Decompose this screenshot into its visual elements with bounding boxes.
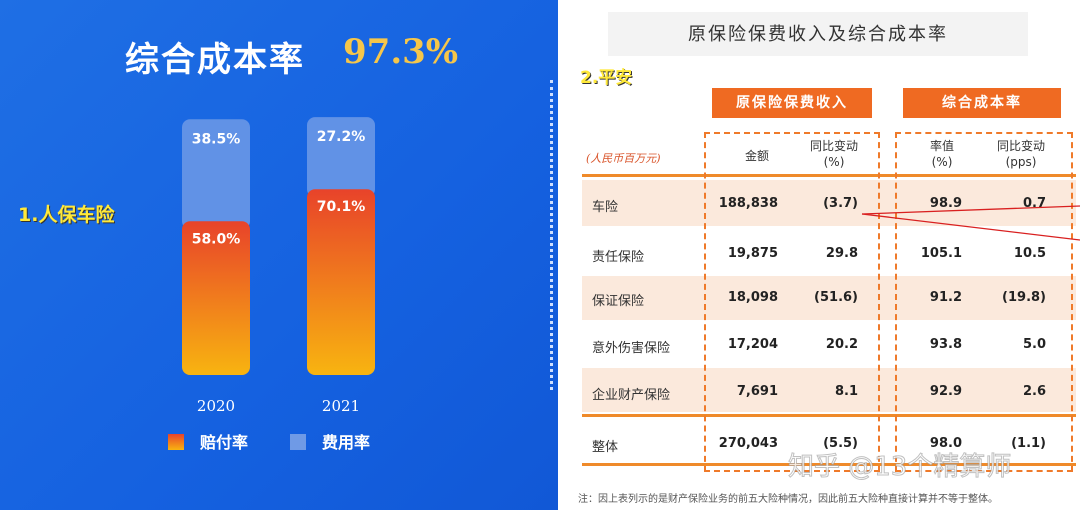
cell-amount: 270,043 (718, 436, 778, 451)
col-header-rate-line1: 率值 (929, 139, 954, 153)
bar-expense-2021 (307, 117, 375, 198)
cell-chg: 5.0 (1022, 337, 1046, 352)
cell-yoy: (3.7) (823, 196, 858, 211)
legend-claims-label: 赔付率 (199, 433, 248, 452)
col-header-yoy-line2: (%) (823, 155, 845, 169)
row-label-total: 整体 (592, 440, 619, 455)
left-title-value: 97.3% (343, 32, 459, 72)
left-title: 综合成本率 (125, 40, 305, 80)
row-label: 车险 (592, 200, 619, 215)
cell-rate: 93.8 (929, 337, 962, 352)
right-title: 原保险保费收入及综合成本率 (688, 24, 948, 45)
label-claims-2020: 58.0% (192, 231, 241, 247)
row-label: 保证保险 (592, 294, 645, 309)
watermark: 知乎 @13个精算师 (787, 452, 1012, 483)
cell-rate: 92.9 (929, 384, 962, 399)
row-label: 意外伤害保险 (592, 341, 671, 356)
cell-chg: 10.5 (1013, 246, 1046, 261)
left-panel: 综合成本率 97.3% 1.人保车险 38.5% 58.0% 2020 27.2% 70… (0, 0, 558, 510)
table-total-rule (582, 414, 1076, 417)
label-claims-2021: 70.1% (317, 199, 366, 215)
col-header-yoy-line1: 同比变动 (809, 139, 858, 153)
cell-yoy: (5.5) (823, 436, 858, 451)
x-tick-2021: 2021 (322, 397, 360, 415)
header-premium: 原保险保费收入 (712, 88, 872, 118)
header-combined-ratio: 综合成本率 (903, 88, 1061, 118)
cell-yoy: 20.2 (825, 337, 858, 352)
panel-divider (550, 80, 553, 390)
label-expense-2021: 27.2% (317, 129, 366, 145)
cell-chg: 2.6 (1022, 384, 1046, 399)
cell-amount: 18,098 (727, 290, 778, 305)
premium-dashed-frame (704, 132, 880, 472)
table-bottom-rule (582, 463, 1076, 466)
col-header-yoy: 同比变动 (%) (798, 138, 870, 170)
x-tick-2020: 2020 (197, 397, 235, 415)
cell-rate: 105.1 (920, 246, 962, 261)
cell-rate: 98.0 (929, 436, 962, 451)
label-expense-2020: 38.5% (192, 131, 241, 147)
cell-chg: (19.8) (1002, 290, 1046, 305)
col-header-amount: 金额 (744, 149, 769, 163)
cell-yoy: 8.1 (834, 384, 858, 399)
unit-label: (人民币百万元) (586, 152, 661, 165)
cell-yoy: (51.6) (814, 290, 858, 305)
cell-amount: 7,691 (736, 384, 778, 399)
section-label-pingan: 2.平安 (580, 68, 633, 88)
row-bg-3 (582, 276, 1076, 320)
col-header-rate: 率值 (%) (912, 138, 972, 170)
cell-rate: 91.2 (929, 290, 962, 305)
col-header-rate-line2: (%) (931, 155, 953, 169)
legend-expense-swatch (290, 434, 306, 450)
combined-dashed-frame (895, 132, 1073, 472)
col-header-chg-line1: 同比变动 (996, 139, 1045, 153)
bar-expense-2020 (182, 119, 250, 230)
cell-chg: (1.1) (1011, 436, 1046, 451)
cell-yoy: 29.8 (825, 246, 858, 261)
cell-amount: 17,204 (727, 337, 778, 352)
right-title-bar (608, 12, 1028, 56)
cell-amount: 19,875 (727, 246, 778, 261)
section-label-picc: 1.人保车险 (18, 204, 115, 226)
cell-amount: 188,838 (718, 196, 778, 211)
table-top-rule (582, 174, 1076, 177)
col-header-chg: 同比变动 (pps) (982, 138, 1060, 170)
row-label: 责任保险 (592, 250, 645, 265)
footnote: 注：因上表列示的是财产保险业务的前五大险种情况，因此前五大险种直接计算并不等于整… (578, 494, 998, 505)
chart-legend: 赔付率 费用率 (168, 433, 370, 452)
row-label: 企业财产保险 (592, 388, 671, 403)
bar-claims-2020 (182, 221, 250, 375)
legend-expense-label: 费用率 (322, 433, 370, 452)
stacked-bar-chart: 38.5% 58.0% 2020 27.2% 70.1% 2021 赔付率 费用率 (168, 117, 375, 452)
row-bg-5 (582, 368, 1076, 412)
legend-claims-swatch (168, 434, 184, 450)
col-header-chg-line2: (pps) (1005, 155, 1037, 169)
right-panel (562, 0, 1080, 510)
bar-claims-2021 (307, 189, 375, 375)
